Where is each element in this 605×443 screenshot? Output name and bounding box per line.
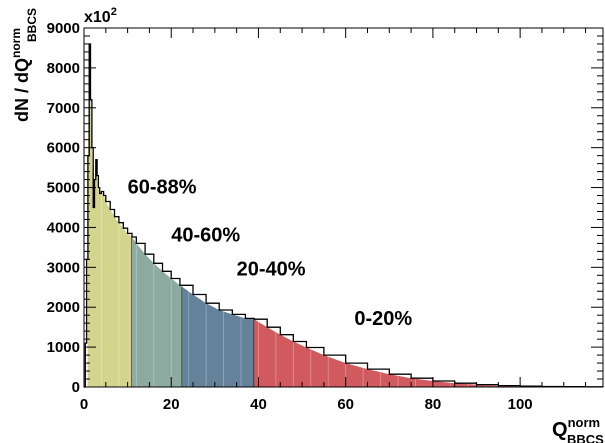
labels-layer: 0 20 40 60 80 1000100020003000400050006000700…	[47, 20, 533, 413]
x-tick-label: 0	[80, 396, 88, 413]
x-tick-label: 60	[337, 396, 354, 413]
x-tick-label: 40	[250, 396, 267, 413]
y-axis-label: dN / dQnormBBCS	[9, 8, 39, 122]
y-axis-label-sup: norm	[9, 28, 23, 58]
y-axis-label-sub: BBCS	[25, 8, 39, 42]
ticks-layer	[83, 27, 603, 388]
x-tick-label: 100	[508, 396, 533, 413]
plot-frame	[83, 27, 604, 388]
y-tick-label: 0	[72, 379, 80, 396]
annotation-0: 60-88%	[128, 177, 197, 199]
y-multiplier-exp: 2	[111, 6, 117, 18]
y-axis-label-main: dN / dQ	[12, 58, 32, 122]
y-tick-label: 6000	[47, 140, 80, 157]
frame-layer	[83, 27, 604, 388]
annotation-1: 40-60%	[171, 224, 240, 246]
y-tick-label: 2000	[47, 299, 80, 316]
y-tick-label: 8000	[47, 60, 80, 77]
centrality-fills	[87, 44, 603, 387]
y-tick-label: 1000	[47, 339, 80, 356]
y-tick-label: 4000	[47, 219, 80, 236]
x-tick-label: 80	[425, 396, 442, 413]
centrality-fill-2	[182, 286, 255, 387]
x-axis-label-sub: BBCS	[567, 432, 604, 443]
y-tick-label: 5000	[47, 180, 80, 197]
annotation-3: 0-20%	[354, 308, 412, 330]
y-multiplier: x102	[84, 6, 117, 26]
x-tick-label: 20	[163, 396, 180, 413]
y-tick-label: 7000	[47, 100, 80, 117]
annotation-2: 20-40%	[237, 258, 306, 280]
y-multiplier-base: x10	[84, 9, 111, 26]
x-axis-label-sup: norm	[568, 415, 601, 430]
x-axis-label: Qnorm BBCS	[552, 415, 604, 443]
centrality-fill-3	[254, 319, 603, 387]
y-tick-label: 9000	[47, 20, 80, 37]
annotations: 60-88% 40-60% 20-40% 0-20%	[128, 177, 413, 331]
y-tick-label: 3000	[47, 259, 80, 276]
x-axis-label-main: Q	[552, 419, 568, 441]
centrality-fill-1	[132, 237, 183, 387]
centrality-fill-0	[87, 44, 132, 387]
